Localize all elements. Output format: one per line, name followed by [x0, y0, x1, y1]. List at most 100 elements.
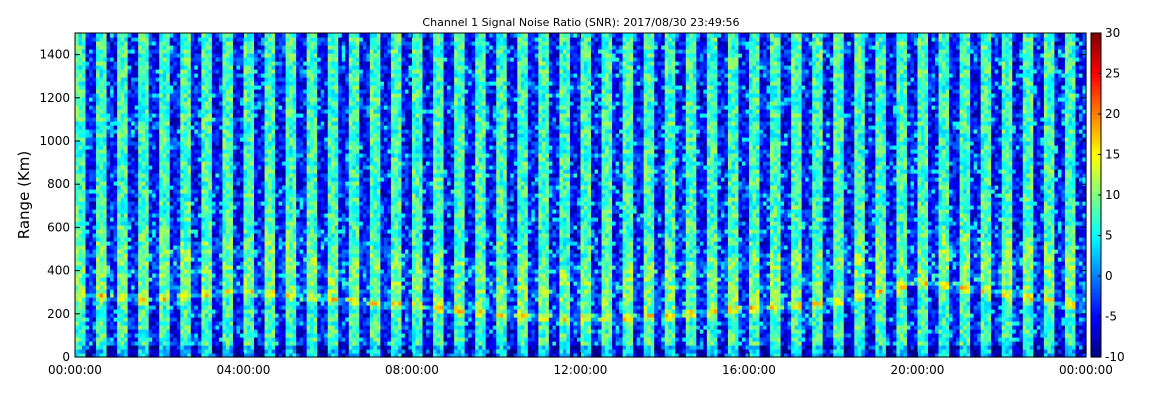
heatmap-cell	[236, 41, 240, 46]
heatmap-cell	[258, 285, 262, 290]
heatmap-cell	[222, 57, 226, 62]
heatmap-cell	[226, 349, 230, 354]
heatmap-cell	[279, 269, 283, 274]
heatmap-cell	[279, 209, 283, 214]
heatmap-cell	[117, 109, 121, 114]
heatmap-cell	[173, 329, 177, 334]
heatmap-cell	[170, 129, 174, 134]
heatmap-cell	[191, 109, 195, 114]
heatmap-cell	[240, 53, 244, 58]
heatmap-cell	[156, 101, 160, 106]
heatmap-cell	[170, 221, 174, 226]
heatmap-cell	[121, 37, 125, 42]
heatmap-cell	[89, 209, 93, 214]
heatmap-cell	[117, 153, 121, 158]
heatmap-cell	[219, 197, 223, 202]
heatmap-cell	[258, 201, 262, 206]
heatmap-cell	[177, 121, 181, 126]
heatmap-cell	[75, 85, 79, 90]
heatmap-cell	[145, 105, 149, 110]
heatmap-cell	[191, 53, 195, 58]
heatmap-cell	[103, 101, 107, 106]
heatmap-cell	[142, 89, 146, 94]
heatmap-cell	[79, 273, 83, 278]
heatmap-cell	[149, 93, 153, 98]
heatmap-cell	[114, 109, 118, 114]
heatmap-cell	[236, 341, 240, 346]
heatmap-cell	[124, 237, 128, 242]
heatmap-cell	[201, 345, 205, 350]
heatmap-cell	[117, 81, 121, 86]
heatmap-cell	[159, 241, 163, 246]
heatmap-cell	[86, 157, 90, 162]
heatmap-cell	[163, 285, 167, 290]
heatmap-cell	[251, 241, 255, 246]
heatmap-cell	[286, 277, 290, 282]
heatmap-cell	[233, 165, 237, 170]
heatmap-cell	[107, 125, 111, 130]
heatmap-cell	[170, 333, 174, 338]
heatmap-cell	[212, 265, 216, 270]
heatmap-cell	[201, 181, 205, 186]
heatmap-cell	[219, 217, 223, 222]
heatmap-cell	[75, 117, 79, 122]
heatmap-cell	[265, 313, 269, 318]
heatmap-cell	[247, 321, 251, 326]
heatmap-cell	[219, 237, 223, 242]
heatmap-cell	[110, 285, 114, 290]
heatmap-cell	[282, 169, 286, 174]
heatmap-cell	[159, 121, 163, 126]
heatmap-cell	[201, 197, 205, 202]
heatmap-cell	[233, 281, 237, 286]
heatmap-cell	[100, 329, 104, 334]
heatmap-cell	[236, 57, 240, 62]
heatmap-cell	[240, 285, 244, 290]
heatmap-cell	[208, 105, 212, 110]
heatmap-cell	[96, 125, 100, 130]
heatmap-cell	[177, 117, 181, 122]
heatmap-cell	[265, 289, 269, 294]
heatmap-cell	[138, 249, 142, 254]
heatmap-cell	[261, 345, 265, 350]
heatmap-cell	[173, 249, 177, 254]
heatmap-cell	[110, 45, 114, 50]
heatmap-cell	[265, 109, 269, 114]
heatmap-cell	[187, 281, 191, 286]
heatmap-cell	[117, 89, 121, 94]
heatmap-cell	[222, 121, 226, 126]
heatmap-cell	[117, 185, 121, 190]
heatmap-cell	[233, 81, 237, 86]
heatmap-cell	[89, 137, 93, 142]
heatmap-cell	[258, 177, 262, 182]
heatmap-cell	[244, 345, 248, 350]
heatmap-cell	[212, 161, 216, 166]
heatmap-cell	[159, 245, 163, 250]
heatmap-cell	[251, 197, 255, 202]
heatmap-cell	[89, 129, 93, 134]
heatmap-cell	[279, 217, 283, 222]
heatmap-cell	[149, 69, 153, 74]
heatmap-cell	[289, 249, 293, 254]
heatmap-cell	[233, 197, 237, 202]
heatmap-cell	[114, 153, 118, 158]
heatmap-cell	[205, 317, 209, 322]
heatmap-cell	[152, 349, 156, 354]
heatmap-cell	[100, 237, 104, 242]
heatmap-cell	[247, 81, 251, 86]
heatmap-cell	[110, 113, 114, 118]
heatmap-cell	[79, 149, 83, 154]
heatmap-cell	[117, 189, 121, 194]
heatmap-cell	[79, 293, 83, 298]
heatmap-cell	[79, 325, 83, 330]
heatmap-cell	[233, 153, 237, 158]
heatmap-cell	[159, 185, 163, 190]
heatmap-cell	[268, 285, 272, 290]
heatmap-cell	[265, 309, 269, 314]
heatmap-cell	[75, 145, 79, 150]
heatmap-cell	[205, 105, 209, 110]
heatmap-cell	[258, 269, 262, 274]
heatmap-cell	[107, 57, 111, 62]
heatmap-cell	[79, 73, 83, 78]
heatmap-cell	[82, 137, 86, 142]
heatmap-cell	[145, 337, 149, 342]
